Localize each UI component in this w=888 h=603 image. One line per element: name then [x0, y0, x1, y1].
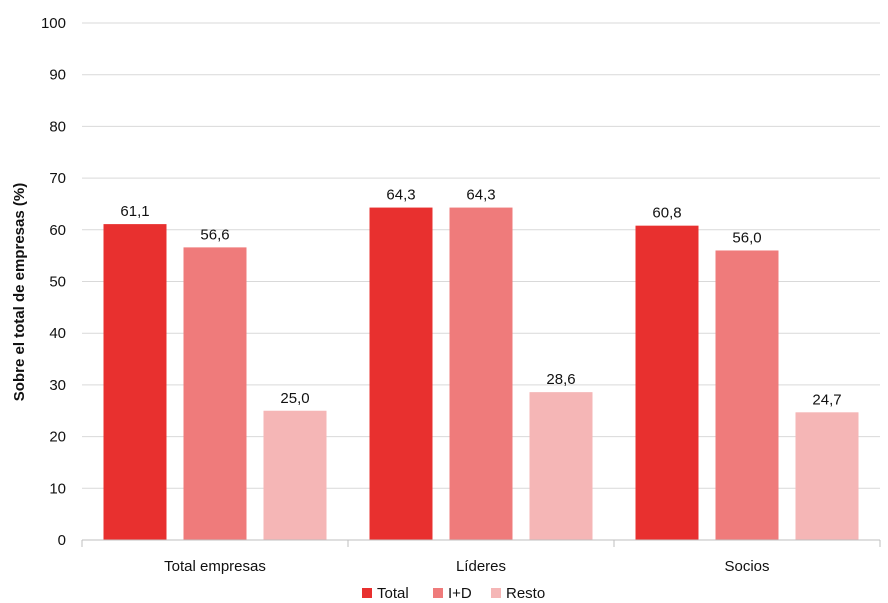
- legend-swatch-total: [362, 588, 372, 598]
- legend-label: Resto: [506, 585, 545, 602]
- bar-resto-2: [529, 392, 593, 540]
- legend: Total I+D Resto: [362, 585, 545, 602]
- bar-i-d-2: [449, 207, 513, 540]
- data-label: 60,8: [652, 205, 681, 222]
- x-tick-label: Socios: [724, 558, 769, 575]
- bar-i-d-1: [183, 247, 247, 541]
- x-axis: Total empresas Líderes Socios: [81, 539, 881, 575]
- x-tick-label: Total empresas: [164, 558, 266, 575]
- y-tick-label: 100: [41, 15, 66, 32]
- y-tick-label: 30: [49, 377, 66, 394]
- y-axis-ticks: 0 10 20 30 40 50 60 70 80 90 100: [41, 15, 66, 549]
- y-tick-label: 90: [49, 67, 66, 84]
- bar-total-2: [369, 207, 433, 540]
- bar-resto-1: [263, 410, 327, 540]
- legend-swatch-resto: [491, 588, 501, 598]
- data-labels: 61,1 56,6 25,0 64,3 64,3 28,6 60,8 56,0 24,7: [120, 187, 841, 409]
- legend-label: I+D: [448, 585, 472, 602]
- y-tick-label: 10: [49, 480, 66, 497]
- bar-resto-3: [795, 412, 859, 540]
- bar-total-3: [635, 225, 699, 540]
- data-label: 64,3: [466, 187, 495, 204]
- bar-i-d-3: [715, 250, 779, 541]
- data-label: 64,3: [386, 187, 415, 204]
- data-label: 56,0: [732, 229, 761, 246]
- y-tick-label: 0: [58, 532, 66, 549]
- data-label: 28,6: [546, 371, 575, 388]
- data-label: 24,7: [812, 391, 841, 408]
- data-label: 61,1: [120, 203, 149, 220]
- x-tick-label: Líderes: [456, 558, 506, 575]
- y-tick-label: 40: [49, 325, 66, 342]
- y-tick-label: 60: [49, 222, 66, 239]
- legend-swatch-i-d: [433, 588, 443, 598]
- y-tick-label: 50: [49, 274, 66, 291]
- y-axis-label: Sobre el total de empresas (%): [11, 183, 28, 401]
- bars: [103, 207, 859, 541]
- y-tick-label: 20: [49, 429, 66, 446]
- bar-total-1: [103, 224, 167, 540]
- data-label: 56,6: [200, 226, 229, 243]
- y-tick-label: 80: [49, 118, 66, 135]
- y-tick-label: 70: [49, 170, 66, 187]
- data-label: 25,0: [280, 390, 309, 407]
- legend-label: Total: [377, 585, 409, 602]
